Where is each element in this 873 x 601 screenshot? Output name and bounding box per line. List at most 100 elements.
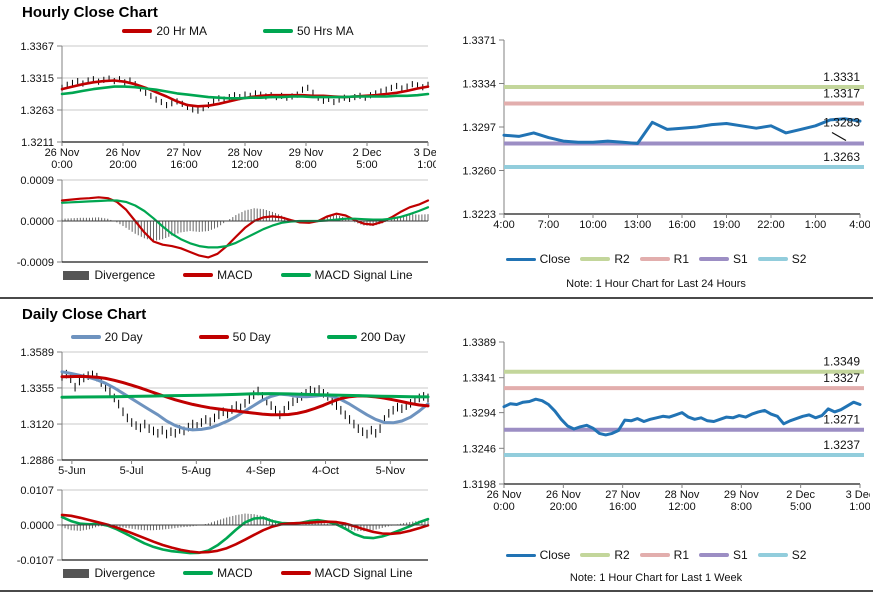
section-divider-top [0, 297, 873, 299]
legend-item-s1: S1 [699, 252, 748, 266]
svg-text:1.3317: 1.3317 [823, 86, 860, 100]
legend-item-50-hrs-ma: 50 Hrs MA [263, 24, 354, 38]
svg-text:4:00: 4:00 [849, 219, 870, 231]
legend-swatch-icon [280, 273, 311, 277]
legend-swatch-icon [699, 257, 729, 261]
legend-item-divergence: Divergence [63, 268, 155, 282]
legend-swatch-icon [580, 257, 611, 261]
svg-text:1.3367: 1.3367 [20, 41, 54, 53]
daily_price-svg: 1.3589 1.3355 1.3120 1.2886 5-Jun 5-Jul 5-Aug 4… [20, 347, 430, 477]
svg-text:7:00: 7:00 [538, 219, 559, 231]
hourly-price-chart: 1.3367 1.3315 1.3263 1.3211 26 Nov 0:00 26 Nov… [8, 40, 443, 177]
legend-swatch-icon [505, 553, 536, 557]
legend-label: S1 [733, 548, 748, 562]
svg-text:1.3341: 1.3341 [462, 373, 496, 385]
svg-text:1.3283: 1.3283 [823, 115, 860, 129]
svg-text:1.3331: 1.3331 [823, 70, 860, 84]
daily-macd-chart: 0.0107 0.0000 -0.0107 [8, 484, 436, 571]
legend-swatch-icon [198, 335, 229, 339]
legend-swatch-icon [699, 553, 729, 557]
legend-swatch-icon [70, 335, 101, 339]
svg-text:1.3120: 1.3120 [20, 419, 54, 431]
legend-swatch-icon [63, 568, 90, 578]
svg-text:1.3223: 1.3223 [462, 209, 496, 221]
svg-text:0.0107: 0.0107 [20, 485, 54, 497]
svg-text:0.0009: 0.0009 [20, 175, 54, 187]
legend-item-s1: S1 [699, 548, 748, 562]
legend-swatch-icon [63, 270, 90, 280]
legend-item-200-day: 200 Day [326, 330, 406, 344]
legend-label: MACD [217, 566, 253, 580]
svg-text:1.3263: 1.3263 [823, 150, 860, 164]
legend-label: 200 Day [360, 330, 406, 344]
svg-text:1.3211: 1.3211 [21, 137, 54, 149]
hourly-macd-legend: Divergence MACD MACD Signal Line [40, 268, 436, 282]
svg-text:1.3271: 1.3271 [823, 413, 860, 427]
svg-text:0.0000: 0.0000 [20, 520, 54, 532]
legend-swatch-icon [122, 29, 153, 33]
daily-macd-legend: Divergence MACD MACD Signal Line [40, 566, 436, 580]
legend-swatch-icon [505, 257, 536, 261]
legend-label: R1 [673, 252, 689, 266]
svg-text:1.3389: 1.3389 [462, 337, 496, 349]
legend-item-close: Close [505, 252, 571, 266]
legend-label: Close [539, 548, 571, 562]
legend-swatch-icon [757, 257, 788, 261]
legend-item-close: Close [505, 548, 571, 562]
legend-label: S1 [733, 252, 748, 266]
legend-swatch-icon [183, 273, 214, 277]
hourly_macd-svg: 0.0009 0.0000 -0.0009 [17, 175, 430, 269]
section-divider-bottom [0, 590, 873, 592]
svg-text:1:00: 1:00 [805, 219, 826, 231]
svg-text:1.3327: 1.3327 [823, 371, 860, 385]
hourly-price-legend: 20 Hr MA 50 Hrs MA [40, 24, 436, 38]
legend-label: R2 [614, 252, 630, 266]
svg-text:0.0000: 0.0000 [20, 216, 54, 228]
svg-text:1.3263: 1.3263 [20, 105, 54, 117]
daily-pivot-note: Note: 1 Hour Chart for Last 1 Week [569, 572, 743, 584]
daily-pivot-chart: 1.3389 1.3341 1.3294 1.3246 1.3198 26 Nov 0:00… [440, 330, 873, 531]
legend-label: 50 Day [232, 330, 271, 344]
legend-item-20-hr-ma: 20 Hr MA [122, 24, 207, 38]
svg-text:3 Dec1:00: 3 Dec1:00 [414, 147, 436, 171]
hourly-pivot-legend: Close R2 R1 S1 S2 [446, 252, 866, 266]
svg-text:1.2886: 1.2886 [20, 455, 54, 467]
svg-text:1.3294: 1.3294 [462, 408, 496, 420]
legend-item-macd: MACD [183, 566, 253, 580]
legend-item-macd-signal-line: MACD Signal Line [280, 566, 413, 580]
legend-item-macd: MACD [183, 268, 253, 282]
svg-text:1.3589: 1.3589 [20, 347, 54, 359]
legend-item-r1: R1 [639, 252, 689, 266]
svg-text:16:00: 16:00 [668, 219, 696, 231]
legend-swatch-icon [183, 571, 214, 575]
legend-label: R2 [614, 548, 630, 562]
svg-text:13:00: 13:00 [624, 219, 652, 231]
legend-label: 20 Hr MA [156, 24, 207, 38]
legend-label: R1 [673, 548, 689, 562]
legend-label: Close [539, 252, 571, 266]
legend-swatch-icon [280, 571, 311, 575]
legend-item-r2: R2 [580, 548, 630, 562]
svg-text:1.3198: 1.3198 [462, 479, 496, 491]
hourly-pivot-note: Note: 1 Hour Chart for Last 24 Hours [566, 278, 746, 290]
svg-text:3 Dec1:00: 3 Dec1:00 [846, 489, 870, 513]
legend-swatch-icon [639, 257, 670, 261]
hourly-pivot-chart: 1.3371 1.3334 1.3297 1.3260 1.3223 4:00 7:00 10… [440, 26, 870, 257]
svg-text:1.3355: 1.3355 [20, 383, 54, 395]
svg-text:1.3371: 1.3371 [462, 35, 496, 47]
legend-label: 50 Hrs MA [297, 24, 354, 38]
svg-text:5-Jul: 5-Jul [120, 465, 144, 477]
legend-label: MACD Signal Line [314, 566, 413, 580]
legend-item-macd-signal-line: MACD Signal Line [280, 268, 413, 282]
svg-text:1.3334: 1.3334 [462, 79, 496, 91]
daily-section-title: Daily Close Chart [22, 306, 147, 323]
legend-label: MACD Signal Line [314, 268, 413, 282]
